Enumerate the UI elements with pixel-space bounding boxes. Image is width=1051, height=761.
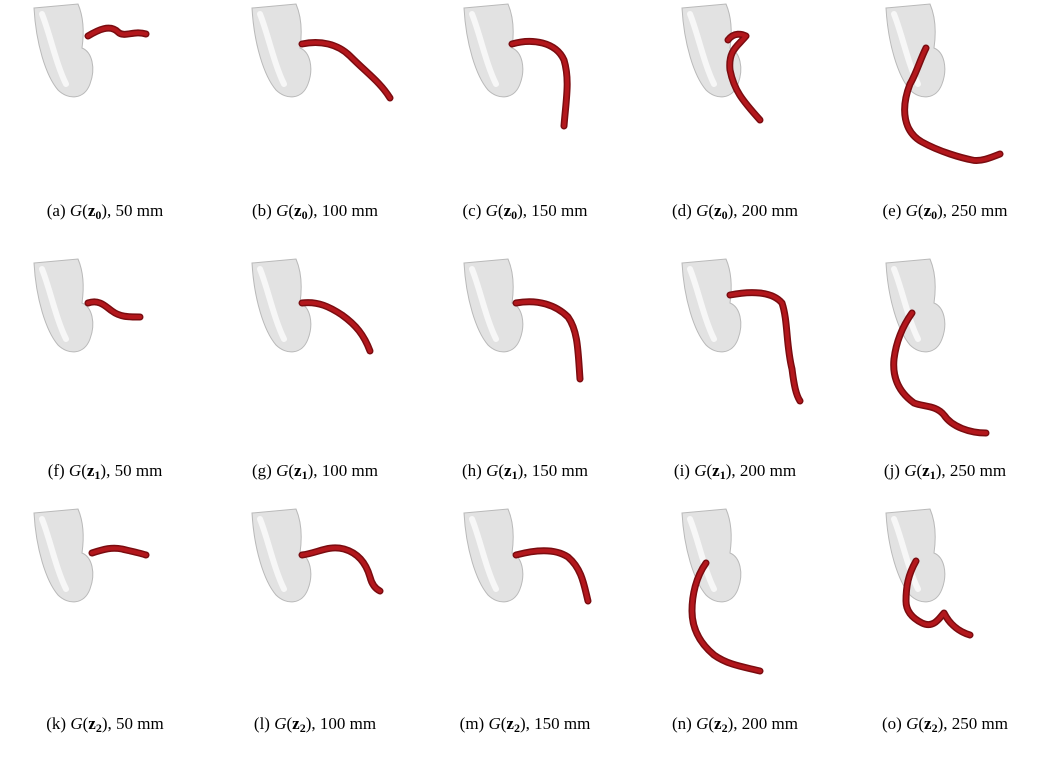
- panel-label: (i): [673, 461, 690, 480]
- panel-caption: (g) G(z1), 100 mm: [252, 461, 378, 482]
- figure-panel: (g) G(z1), 100 mm: [210, 255, 420, 484]
- panel-label: (d): [672, 201, 692, 220]
- panel-caption: (h) G(z1), 150 mm: [462, 461, 588, 482]
- coronary-vessel: [512, 547, 592, 605]
- figure-panel: (e) G(z0), 250 mm: [840, 0, 1050, 224]
- latent-index: 2: [299, 721, 306, 735]
- vessel-length: 50 mm: [115, 201, 164, 220]
- panel-caption: (e) G(z0), 250 mm: [882, 201, 1008, 222]
- vessel-length: 250 mm: [951, 201, 1008, 220]
- panel-label: (e): [882, 201, 902, 220]
- figure-panel: (k) G(z2), 50 mm: [0, 505, 210, 737]
- panel-label: (j): [883, 461, 900, 480]
- vessel-render-image: [33, 508, 150, 603]
- panel-caption: (f) G(z1), 50 mm: [47, 461, 163, 482]
- latent-index: 1: [511, 468, 518, 482]
- panel-caption: (o) G(z2), 250 mm: [882, 714, 1008, 735]
- latent-index: 1: [94, 468, 101, 482]
- panel-caption: (m) G(z2), 150 mm: [459, 714, 591, 735]
- vessel-render-image: [463, 508, 592, 605]
- panel-caption: (j) G(z1), 250 mm: [883, 461, 1007, 482]
- vessel-render-image: [251, 508, 384, 603]
- vessel-length: 150 mm: [531, 461, 588, 480]
- vessel-length: 100 mm: [319, 714, 377, 733]
- latent-index: 2: [95, 721, 102, 735]
- latent-index: 2: [721, 721, 728, 735]
- latent-index: 0: [721, 208, 728, 222]
- vessel-length: 100 mm: [321, 461, 378, 480]
- panel-caption: (i) G(z1), 200 mm: [673, 461, 797, 482]
- vessel-render-image: [33, 3, 150, 98]
- panel-label: (b): [252, 201, 272, 220]
- vessel-length: 250 mm: [951, 714, 1008, 733]
- latent-index: 0: [931, 208, 938, 222]
- vessel-length: 150 mm: [534, 714, 591, 733]
- latent-index: 2: [513, 721, 520, 735]
- vessel-render-image: [463, 258, 584, 383]
- vessel-render-image: [681, 3, 764, 124]
- figure-panel: (h) G(z1), 150 mm: [420, 255, 630, 484]
- panel-caption: (k) G(z2), 50 mm: [46, 714, 164, 735]
- coronary-vessel: [512, 298, 584, 383]
- figure-panel: (l) G(z2), 100 mm: [210, 505, 420, 737]
- coronary-vessel: [84, 298, 144, 321]
- latent-index: 0: [511, 208, 518, 222]
- panel-caption: (c) G(z0), 150 mm: [462, 201, 588, 222]
- panel-label: (m): [459, 714, 485, 733]
- panel-label: (a): [46, 201, 66, 220]
- vessel-length: 200 mm: [741, 201, 798, 220]
- panel-label: (o): [882, 714, 902, 733]
- vessel-render-image: [885, 508, 974, 639]
- figure-panel: (b) G(z0), 100 mm: [210, 0, 420, 224]
- panel-label: (g): [252, 461, 272, 480]
- panel-caption: (l) G(z2), 100 mm: [253, 714, 377, 735]
- vessel-length: 200 mm: [739, 461, 797, 480]
- panel-label: (h): [462, 461, 482, 480]
- vessel-render-image: [681, 258, 804, 405]
- panel-caption: (d) G(z0), 200 mm: [672, 201, 798, 222]
- latent-index: 0: [95, 208, 102, 222]
- vessel-length: 150 mm: [531, 201, 588, 220]
- figure-panel: (d) G(z0), 200 mm: [630, 0, 840, 224]
- vessel-length: 200 mm: [741, 714, 798, 733]
- vessel-render-image: [885, 258, 990, 437]
- panel-label: (l): [253, 714, 270, 733]
- panel-label: (n): [672, 714, 692, 733]
- latent-index: 1: [301, 468, 308, 482]
- vessel-render-image: [251, 258, 374, 355]
- figure-panel: (o) G(z2), 250 mm: [840, 505, 1050, 737]
- vessel-render-image: [681, 508, 764, 675]
- figure-panel: (j) G(z1), 250 mm: [840, 255, 1050, 484]
- panel-label: (f): [47, 461, 65, 480]
- vessel-render-image: [251, 3, 394, 102]
- panel-label: (k): [46, 714, 67, 733]
- panel-label: (c): [462, 201, 482, 220]
- vessel-length: 50 mm: [116, 714, 164, 733]
- vessel-render-image: [33, 258, 144, 353]
- vessel-render-image: [463, 3, 571, 130]
- figure-panel: (c) G(z0), 150 mm: [420, 0, 630, 224]
- figure-panel: (a) G(z0), 50 mm: [0, 0, 210, 224]
- panel-caption: (b) G(z0), 100 mm: [252, 201, 378, 222]
- figure-panel: (i) G(z1), 200 mm: [630, 255, 840, 484]
- figure-panel: (f) G(z1), 50 mm: [0, 255, 210, 484]
- latent-index: 2: [931, 721, 938, 735]
- panel-caption: (a) G(z0), 50 mm: [46, 201, 164, 222]
- latent-index: 1: [929, 468, 936, 482]
- vessel-length: 250 mm: [949, 461, 1007, 480]
- latent-index: 0: [301, 208, 308, 222]
- latent-index: 1: [719, 468, 726, 482]
- panel-caption: (n) G(z2), 200 mm: [672, 714, 798, 735]
- vessel-length: 50 mm: [114, 461, 163, 480]
- vessel-render-image: [885, 3, 1004, 164]
- figure-panel: (n) G(z2), 200 mm: [630, 505, 840, 737]
- vessel-length: 100 mm: [321, 201, 378, 220]
- figure-panel: (m) G(z2), 150 mm: [420, 505, 630, 737]
